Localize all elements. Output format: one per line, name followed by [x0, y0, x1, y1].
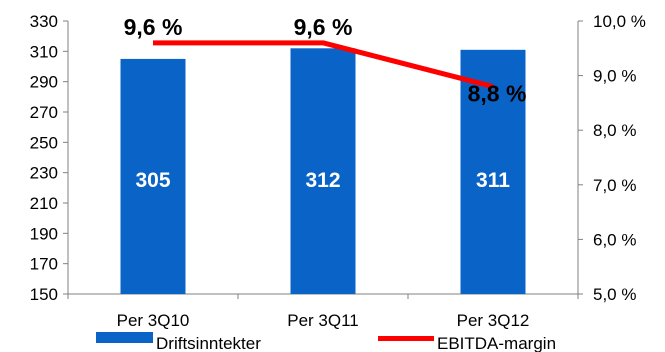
- line-series: [153, 40, 494, 89]
- left-tick-label: 210: [30, 194, 58, 213]
- right-tick-label: 5,0 %: [593, 285, 636, 304]
- x-tick-label: Per 3Q10: [117, 311, 190, 330]
- left-tick-label: 190: [30, 224, 58, 243]
- axes: 150 170 190 210 230 250 270 290 310 330 5,0 % 6,0 %…: [30, 12, 646, 330]
- legend-label-ebitda-margin: EBITDA-margin: [437, 334, 556, 352]
- bar-data-label: 311: [476, 169, 510, 192]
- left-tick-label: 290: [30, 73, 58, 92]
- left-tick-label: 230: [30, 164, 58, 183]
- legend-swatch-ebitda-margin: [378, 336, 434, 341]
- bar: [460, 49, 526, 294]
- left-tick-label: 330: [30, 12, 58, 31]
- legend-swatch-driftsinntekter: [96, 332, 153, 343]
- line-data-label: 9,6 %: [294, 14, 353, 40]
- right-tick-label: 6,0 %: [593, 230, 636, 249]
- line-data-label: 9,6 %: [124, 14, 183, 40]
- data-labels: 305 312 311 9,6 % 9,6 % 8,8 %: [124, 14, 527, 192]
- x-tick-label: Per 3Q12: [457, 311, 530, 330]
- right-tick-label: 10,0 %: [593, 12, 646, 31]
- bar-data-label: 312: [305, 169, 340, 192]
- right-tick-label: 9,0 %: [593, 67, 636, 86]
- left-tick-label: 150: [30, 285, 58, 304]
- bars-series: [120, 48, 526, 294]
- line-data-label: 8,8 %: [468, 81, 527, 107]
- bar: [290, 48, 356, 294]
- legend-label-driftsinntekter: Driftsinntekter: [156, 334, 261, 352]
- right-tick-label: 7,0 %: [593, 176, 636, 195]
- left-tick-label: 270: [30, 103, 58, 122]
- left-tick-label: 170: [30, 255, 58, 274]
- bar-data-label: 305: [135, 169, 170, 192]
- ebitda-margin-line: [153, 40, 494, 89]
- x-tick-label: Per 3Q11: [287, 311, 359, 330]
- left-tick-label: 310: [30, 42, 58, 61]
- bar: [120, 58, 186, 294]
- left-tick-label: 250: [30, 133, 58, 152]
- legend: Driftsinntekter EBITDA-margin: [96, 332, 556, 352]
- right-tick-label: 8,0 %: [593, 121, 636, 140]
